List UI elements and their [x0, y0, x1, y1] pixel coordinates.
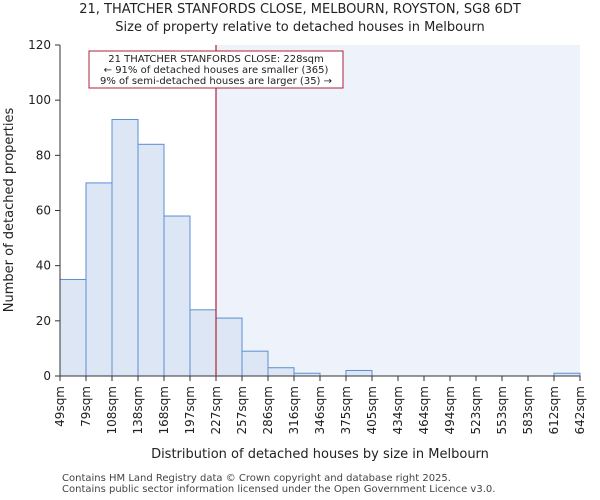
bar-108sqm	[111, 118, 139, 377]
x-tick-label: 79sqm	[79, 386, 93, 427]
bar-257sqm	[241, 350, 269, 377]
y-tick-label: 100	[28, 93, 51, 107]
plot-area: 0 20 40 60 80 100 120 49sqm 79sqm 108sqm 138sqm 168…	[28, 38, 587, 434]
x-tick-label: 49sqm	[53, 386, 67, 427]
x-tick-label: 257sqm	[235, 386, 249, 434]
chart-title: 21, THATCHER STANFORDS CLOSE, MELBOURN, …	[79, 2, 521, 17]
highlight-region	[216, 45, 580, 376]
footer-line-2: Contains public sector information licen…	[62, 484, 496, 495]
x-tick-label: 583sqm	[521, 386, 535, 434]
x-tick-label: 286sqm	[261, 386, 275, 434]
x-tick-label: 464sqm	[417, 386, 431, 434]
x-tick-label: 138sqm	[131, 386, 145, 434]
annotation-line-3: 9% of semi-detached houses are larger (3…	[100, 76, 332, 87]
x-tick-label: 316sqm	[287, 386, 301, 434]
annotation-line-2: ← 91% of detached houses are smaller (36…	[104, 65, 329, 76]
bar-138sqm	[137, 143, 165, 377]
annotation-box	[88, 50, 344, 89]
bar-375sqm	[345, 369, 373, 377]
y-tick-label: 80	[36, 148, 51, 162]
bar-227sqm	[215, 317, 243, 377]
x-tick-label: 108sqm	[105, 386, 119, 434]
y-axis-label: Number of detached properties	[2, 108, 17, 313]
x-tick-label: 197sqm	[183, 386, 197, 434]
x-tick-label: 168sqm	[157, 386, 171, 434]
x-tick-label: 227sqm	[209, 386, 223, 434]
y-tick-label: 60	[36, 204, 51, 218]
bar-49sqm	[59, 278, 87, 377]
y-tick-label: 0	[43, 369, 51, 383]
bar-79sqm	[85, 182, 113, 377]
footer-line-1: Contains HM Land Registry data © Crown c…	[62, 473, 451, 484]
x-tick-label: 642sqm	[573, 386, 587, 434]
bar-286sqm	[267, 367, 295, 377]
x-tick-label: 346sqm	[313, 386, 327, 434]
x-tick-label: 553sqm	[495, 386, 509, 434]
y-tick-label: 20	[36, 314, 51, 328]
x-tick-label: 405sqm	[365, 386, 379, 434]
bar-168sqm	[163, 215, 191, 377]
y-tick-label: 40	[36, 259, 51, 273]
x-tick-label: 434sqm	[391, 386, 405, 434]
histogram-chart: 21, THATCHER STANFORDS CLOSE, MELBOURN, …	[2, 2, 587, 462]
x-tick-label: 523sqm	[469, 386, 483, 434]
x-tick-label: 375sqm	[339, 386, 353, 434]
chart-subtitle: Size of property relative to detached ho…	[115, 20, 484, 35]
x-axis-label: Distribution of detached houses by size …	[151, 447, 489, 462]
x-tick-label: 612sqm	[547, 386, 561, 434]
bar-197sqm	[189, 309, 217, 377]
y-tick-label: 120	[28, 38, 51, 52]
x-tick-label: 494sqm	[443, 386, 457, 434]
annotation-line-1: 21 THATCHER STANFORDS CLOSE: 228sqm	[108, 54, 324, 65]
